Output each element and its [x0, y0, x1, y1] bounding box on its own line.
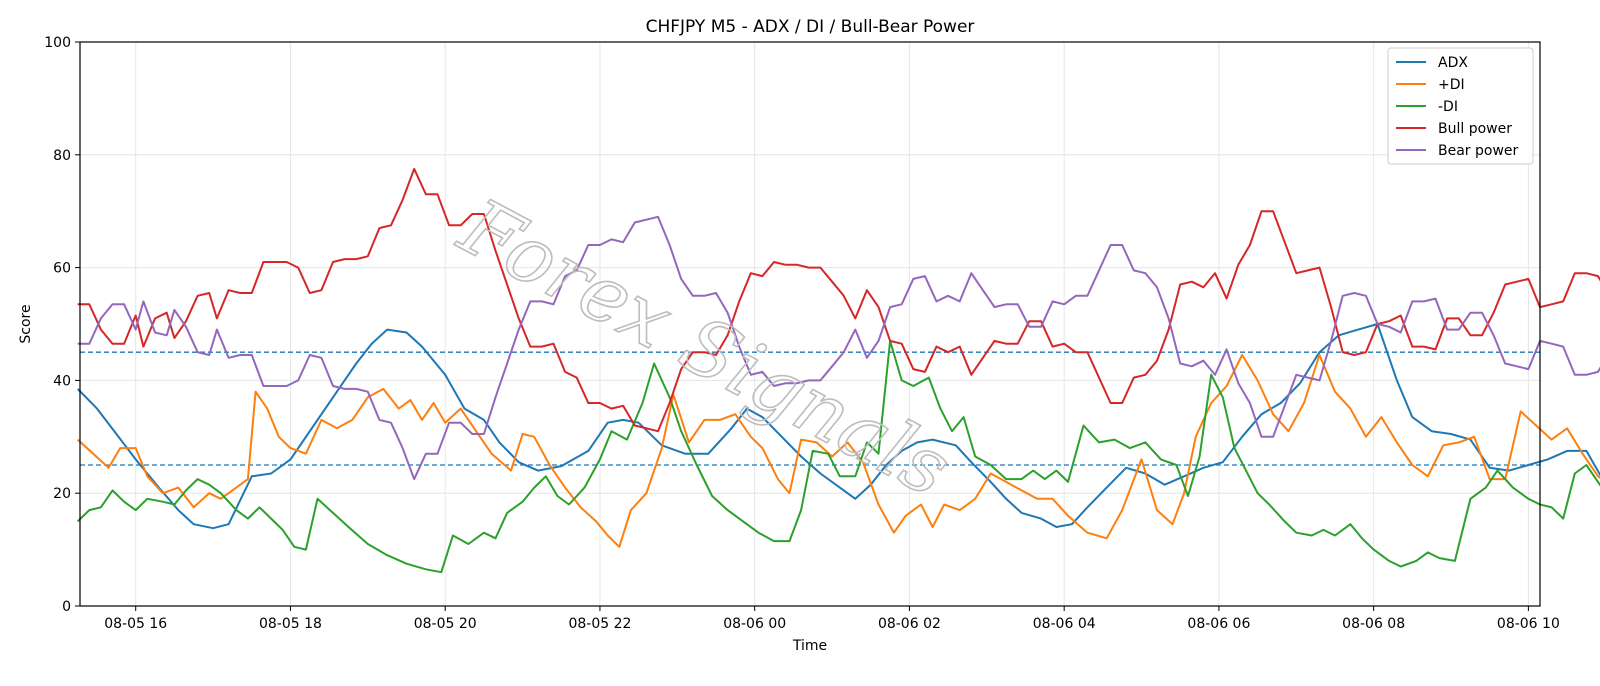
y-tick-label: 100 — [44, 35, 71, 51]
x-axis-label: Time — [792, 638, 827, 654]
x-tick-label: 08-05 22 — [568, 616, 631, 632]
legend-label: Bull power — [1438, 121, 1512, 137]
x-tick-label: 08-05 16 — [104, 616, 167, 632]
x-tick-label: 08-06 04 — [1033, 616, 1096, 632]
series-line-di — [77, 339, 1600, 574]
y-tick-label: 60 — [53, 261, 71, 277]
x-tick-label: 08-06 06 — [1187, 616, 1250, 632]
legend-label: Bear power — [1438, 143, 1519, 159]
legend-box — [1387, 47, 1534, 165]
grid — [80, 41, 1540, 607]
y-axis-label: Score — [18, 304, 34, 343]
y-tick-label: 0 — [62, 599, 71, 615]
x-tick-label: 08-05 20 — [414, 616, 477, 632]
x-tick-label: 08-06 02 — [878, 616, 941, 632]
y-tick-label: 80 — [53, 148, 71, 164]
chart-title: CHFJPY M5 - ADX / DI / Bull-Bear Power — [646, 17, 975, 37]
legend-label: +DI — [1438, 77, 1465, 93]
legend: ADX +DI -DI Bull power Bear power — [1387, 47, 1534, 165]
y-tick-label: 20 — [53, 486, 71, 502]
legend-label: ADX — [1438, 55, 1468, 71]
series-line-bull-power — [77, 167, 1600, 433]
plot-area-frame — [79, 41, 1541, 607]
x-tick-label: 08-06 00 — [723, 616, 786, 632]
y-tick-label: 40 — [53, 373, 71, 389]
series-line-bear-power — [77, 215, 1600, 481]
legend-label: -DI — [1438, 99, 1458, 115]
x-tick-label: 08-06 10 — [1497, 616, 1560, 632]
series-line-adx — [76, 323, 1600, 530]
x-axis: 08-05 16 08-05 18 08-05 20 08-05 22 08-06 00… — [104, 606, 1560, 632]
x-tick-label: 08-06 08 — [1342, 616, 1405, 632]
y-axis: 0 20 40 60 80 100 — [44, 35, 80, 615]
x-tick-label: 08-05 18 — [259, 616, 322, 632]
series-lines — [76, 167, 1600, 574]
